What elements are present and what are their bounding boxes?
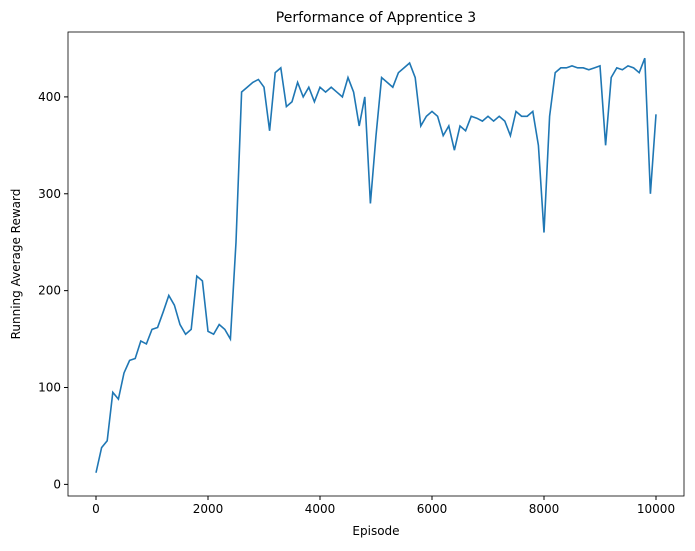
x-tick-label: 10000 bbox=[637, 502, 675, 516]
x-tick-label: 6000 bbox=[417, 502, 448, 516]
x-tick-label: 4000 bbox=[305, 502, 336, 516]
x-tick-label: 8000 bbox=[529, 502, 560, 516]
plot-frame bbox=[67, 31, 685, 497]
y-tick-label: 300 bbox=[38, 187, 61, 201]
y-tick-label: 400 bbox=[38, 90, 61, 104]
y-tick-label: 100 bbox=[38, 381, 61, 395]
y-axis-label: Running Average Reward bbox=[9, 189, 23, 340]
line-series bbox=[95, 57, 657, 473]
x-tick-label: 0 bbox=[92, 502, 100, 516]
x-axis-label: Episode bbox=[352, 524, 399, 538]
y-tick-label: 0 bbox=[53, 477, 61, 491]
chart-title: Performance of Apprentice 3 bbox=[276, 10, 476, 26]
x-tick-label: 2000 bbox=[193, 502, 224, 516]
y-tick-label: 200 bbox=[38, 284, 61, 298]
